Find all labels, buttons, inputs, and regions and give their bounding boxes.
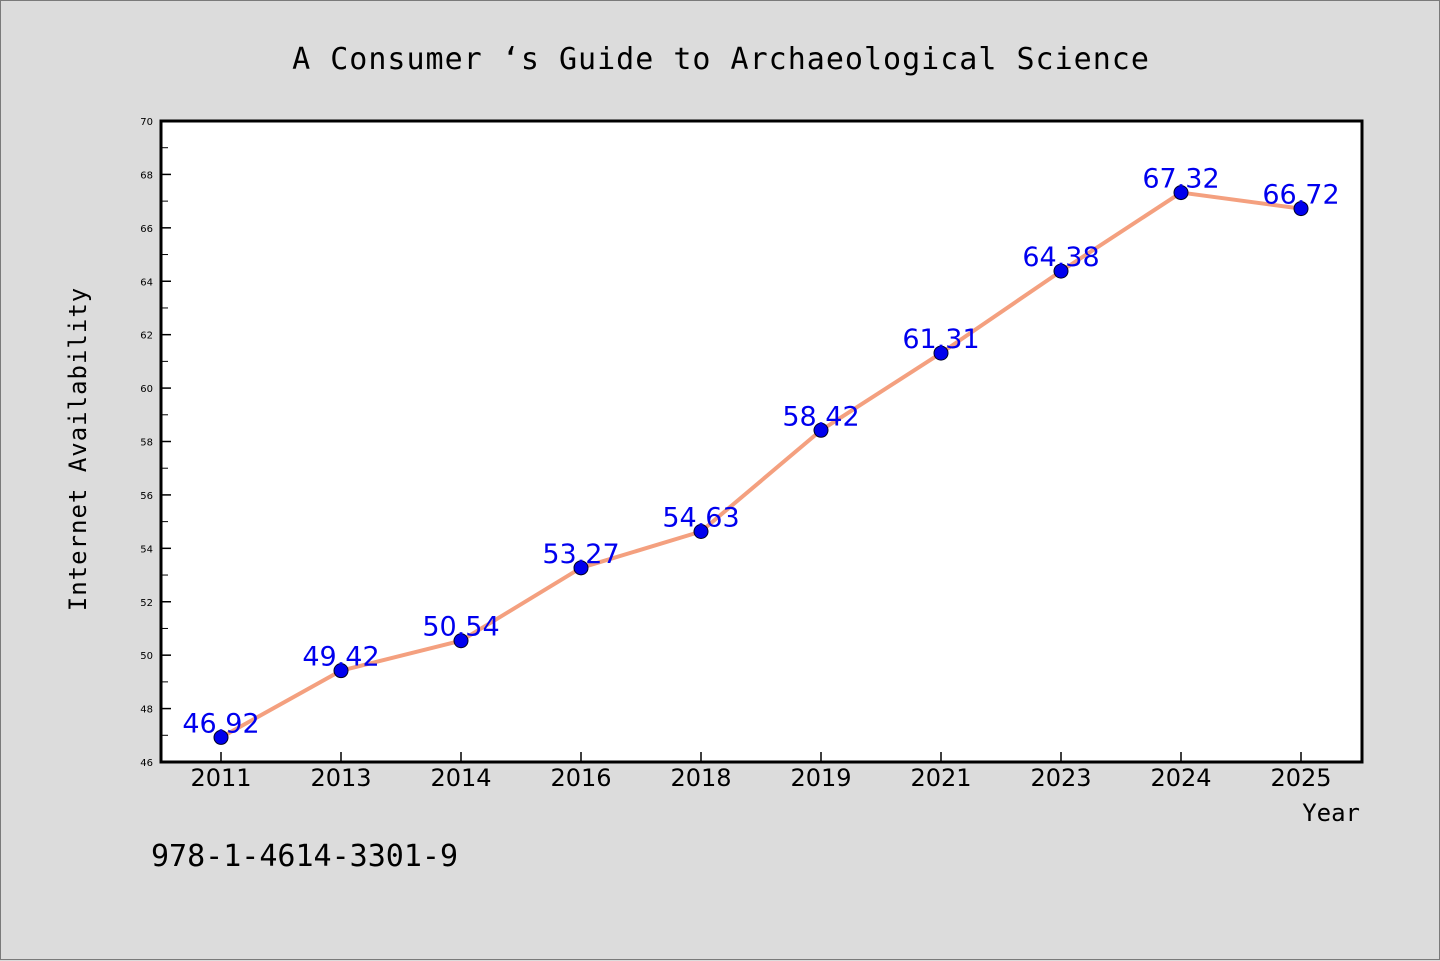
x-tick-label: 2018 xyxy=(670,764,731,792)
data-point xyxy=(213,729,229,745)
x-tick-label: 2021 xyxy=(910,764,971,792)
chart-title: A Consumer ‘s Guide to Archaeological Sc… xyxy=(292,42,1150,77)
x-tick-label: 2013 xyxy=(310,764,371,792)
plot-area xyxy=(159,119,1364,764)
data-point xyxy=(573,560,589,576)
x-axis-label: Year xyxy=(1302,799,1360,827)
isbn-annotation: 978-1-4614-3301-9 xyxy=(151,839,458,874)
data-label: 67.32 xyxy=(1142,164,1219,195)
x-tick-label: 2016 xyxy=(550,764,611,792)
y-tick-label: 58 xyxy=(140,438,153,449)
x-axis: 2011 2013 2014 2016 2018 2019 2021 2023 2024 2025 xyxy=(190,752,1332,792)
data-point xyxy=(933,345,949,361)
x-tick-label: 2019 xyxy=(790,764,851,792)
data-point xyxy=(333,663,349,679)
data-label: 61.31 xyxy=(902,324,979,355)
y-tick-label: 48 xyxy=(140,705,153,716)
data-point xyxy=(813,422,829,438)
data-label: 58.42 xyxy=(782,401,859,432)
y-tick-label: 50 xyxy=(140,651,153,662)
data-label: 49.42 xyxy=(302,642,379,673)
x-tick-label: 2014 xyxy=(430,764,491,792)
y-tick-label: 70 xyxy=(140,117,153,128)
y-tick-label: 64 xyxy=(140,277,153,288)
y-tick-label: 56 xyxy=(140,491,153,502)
y-tick-label: 54 xyxy=(140,544,153,555)
data-label: 53.27 xyxy=(542,539,619,570)
data-point xyxy=(693,524,709,540)
series-line: 46.92 49.42 50.54 53.27 54.63 58.42 61.31 64.38… xyxy=(182,164,1340,745)
y-tick-label: 46 xyxy=(140,758,153,769)
x-tick-label: 2024 xyxy=(1150,764,1211,792)
data-point xyxy=(453,633,469,649)
y-tick-label: 62 xyxy=(140,331,153,342)
x-tick-label: 2025 xyxy=(1270,764,1331,792)
x-tick-label: 2011 xyxy=(190,764,251,792)
data-label: 64.38 xyxy=(1022,242,1099,273)
data-point xyxy=(1293,201,1309,217)
data-label: 46.92 xyxy=(182,708,259,739)
y-tick-label: 60 xyxy=(140,384,153,395)
data-label: 54.63 xyxy=(662,503,739,534)
series-polyline xyxy=(220,190,1302,740)
data-label: 50.54 xyxy=(422,612,499,643)
y-axis: 46 48 50 52 54 56 58 60 62 64 66 68 70 xyxy=(140,117,171,769)
y-tick-label: 52 xyxy=(140,598,153,609)
x-tick-label: 2023 xyxy=(1030,764,1091,792)
y-tick-label: 66 xyxy=(140,224,153,235)
y-axis-label: Internet Availability xyxy=(64,287,92,611)
data-point xyxy=(1053,263,1069,279)
data-point xyxy=(1173,185,1189,201)
y-tick-label: 68 xyxy=(140,170,153,181)
data-label: 66.72 xyxy=(1262,180,1339,211)
